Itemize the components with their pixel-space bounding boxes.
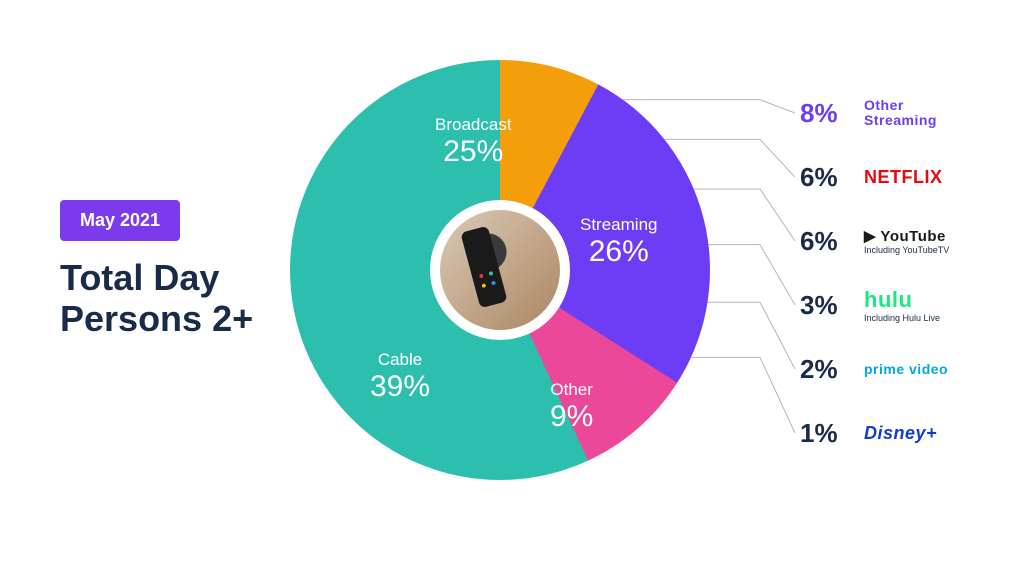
slice-name: Cable [370,350,430,370]
breakdown-pct: 2% [800,354,852,385]
logo-text: Disney+ [864,423,937,444]
streaming-breakdown-list: 8%OtherStreaming6%NETFLIX6%▶ YouTubeIncl… [800,95,1000,479]
pie-chart: Broadcast 25% Streaming 26% Other 9% Cable … [290,60,710,480]
breakdown-logo: huluIncluding Hulu Live [864,287,940,323]
slice-pct: 25% [435,135,512,169]
breakdown-row: 2% prime video [800,351,1000,387]
breakdown-logo: OtherStreaming [864,98,937,127]
leader-line [708,245,795,305]
logo-subtext: Including Hulu Live [864,313,940,323]
slice-label: Broadcast 25% [435,115,512,169]
breakdown-logo: ▶ YouTubeIncluding YouTubeTV [864,227,949,255]
chart-title: Total Day Persons 2+ [60,257,253,340]
pie-center-hole [430,200,570,340]
slice-label: Other 9% [550,380,593,434]
slice-pct: 26% [580,235,657,269]
breakdown-pct: 6% [800,226,852,257]
tv-remote-icon [460,226,507,309]
logo-text: ▶ YouTube [864,227,949,245]
slice-label: Streaming 26% [580,215,657,269]
breakdown-row: 6% NETFLIX [800,159,1000,195]
breakdown-pct: 3% [800,290,852,321]
breakdown-logo: Disney+ [864,423,937,444]
breakdown-row: 8% OtherStreaming [800,95,1000,131]
center-photo-remote [440,210,560,330]
breakdown-pct: 8% [800,98,852,129]
leader-line [708,302,795,369]
slice-pct: 9% [550,400,593,434]
logo-text: NETFLIX [864,167,943,188]
slice-name: Broadcast [435,115,512,135]
logo-text: hulu [864,287,940,313]
logo-text: prime video [864,361,948,377]
logo-subtext: Including YouTubeTV [864,245,949,255]
slice-pct: 39% [370,370,430,404]
slice-name: Streaming [580,215,657,235]
logo-text: OtherStreaming [864,98,937,127]
slice-name: Other [550,380,593,400]
breakdown-row: 1% Disney+ [800,415,1000,451]
title-line-2: Persons 2+ [60,298,253,339]
slice-label: Cable 39% [370,350,430,404]
breakdown-logo: prime video [864,361,948,377]
title-block: May 2021 Total Day Persons 2+ [60,200,253,340]
breakdown-logo: NETFLIX [864,167,943,188]
breakdown-pct: 1% [800,418,852,449]
breakdown-pct: 6% [800,162,852,193]
title-line-1: Total Day [60,257,253,298]
date-badge: May 2021 [60,200,180,241]
breakdown-row: 6% ▶ YouTubeIncluding YouTubeTV [800,223,1000,259]
breakdown-row: 3% huluIncluding Hulu Live [800,287,1000,323]
